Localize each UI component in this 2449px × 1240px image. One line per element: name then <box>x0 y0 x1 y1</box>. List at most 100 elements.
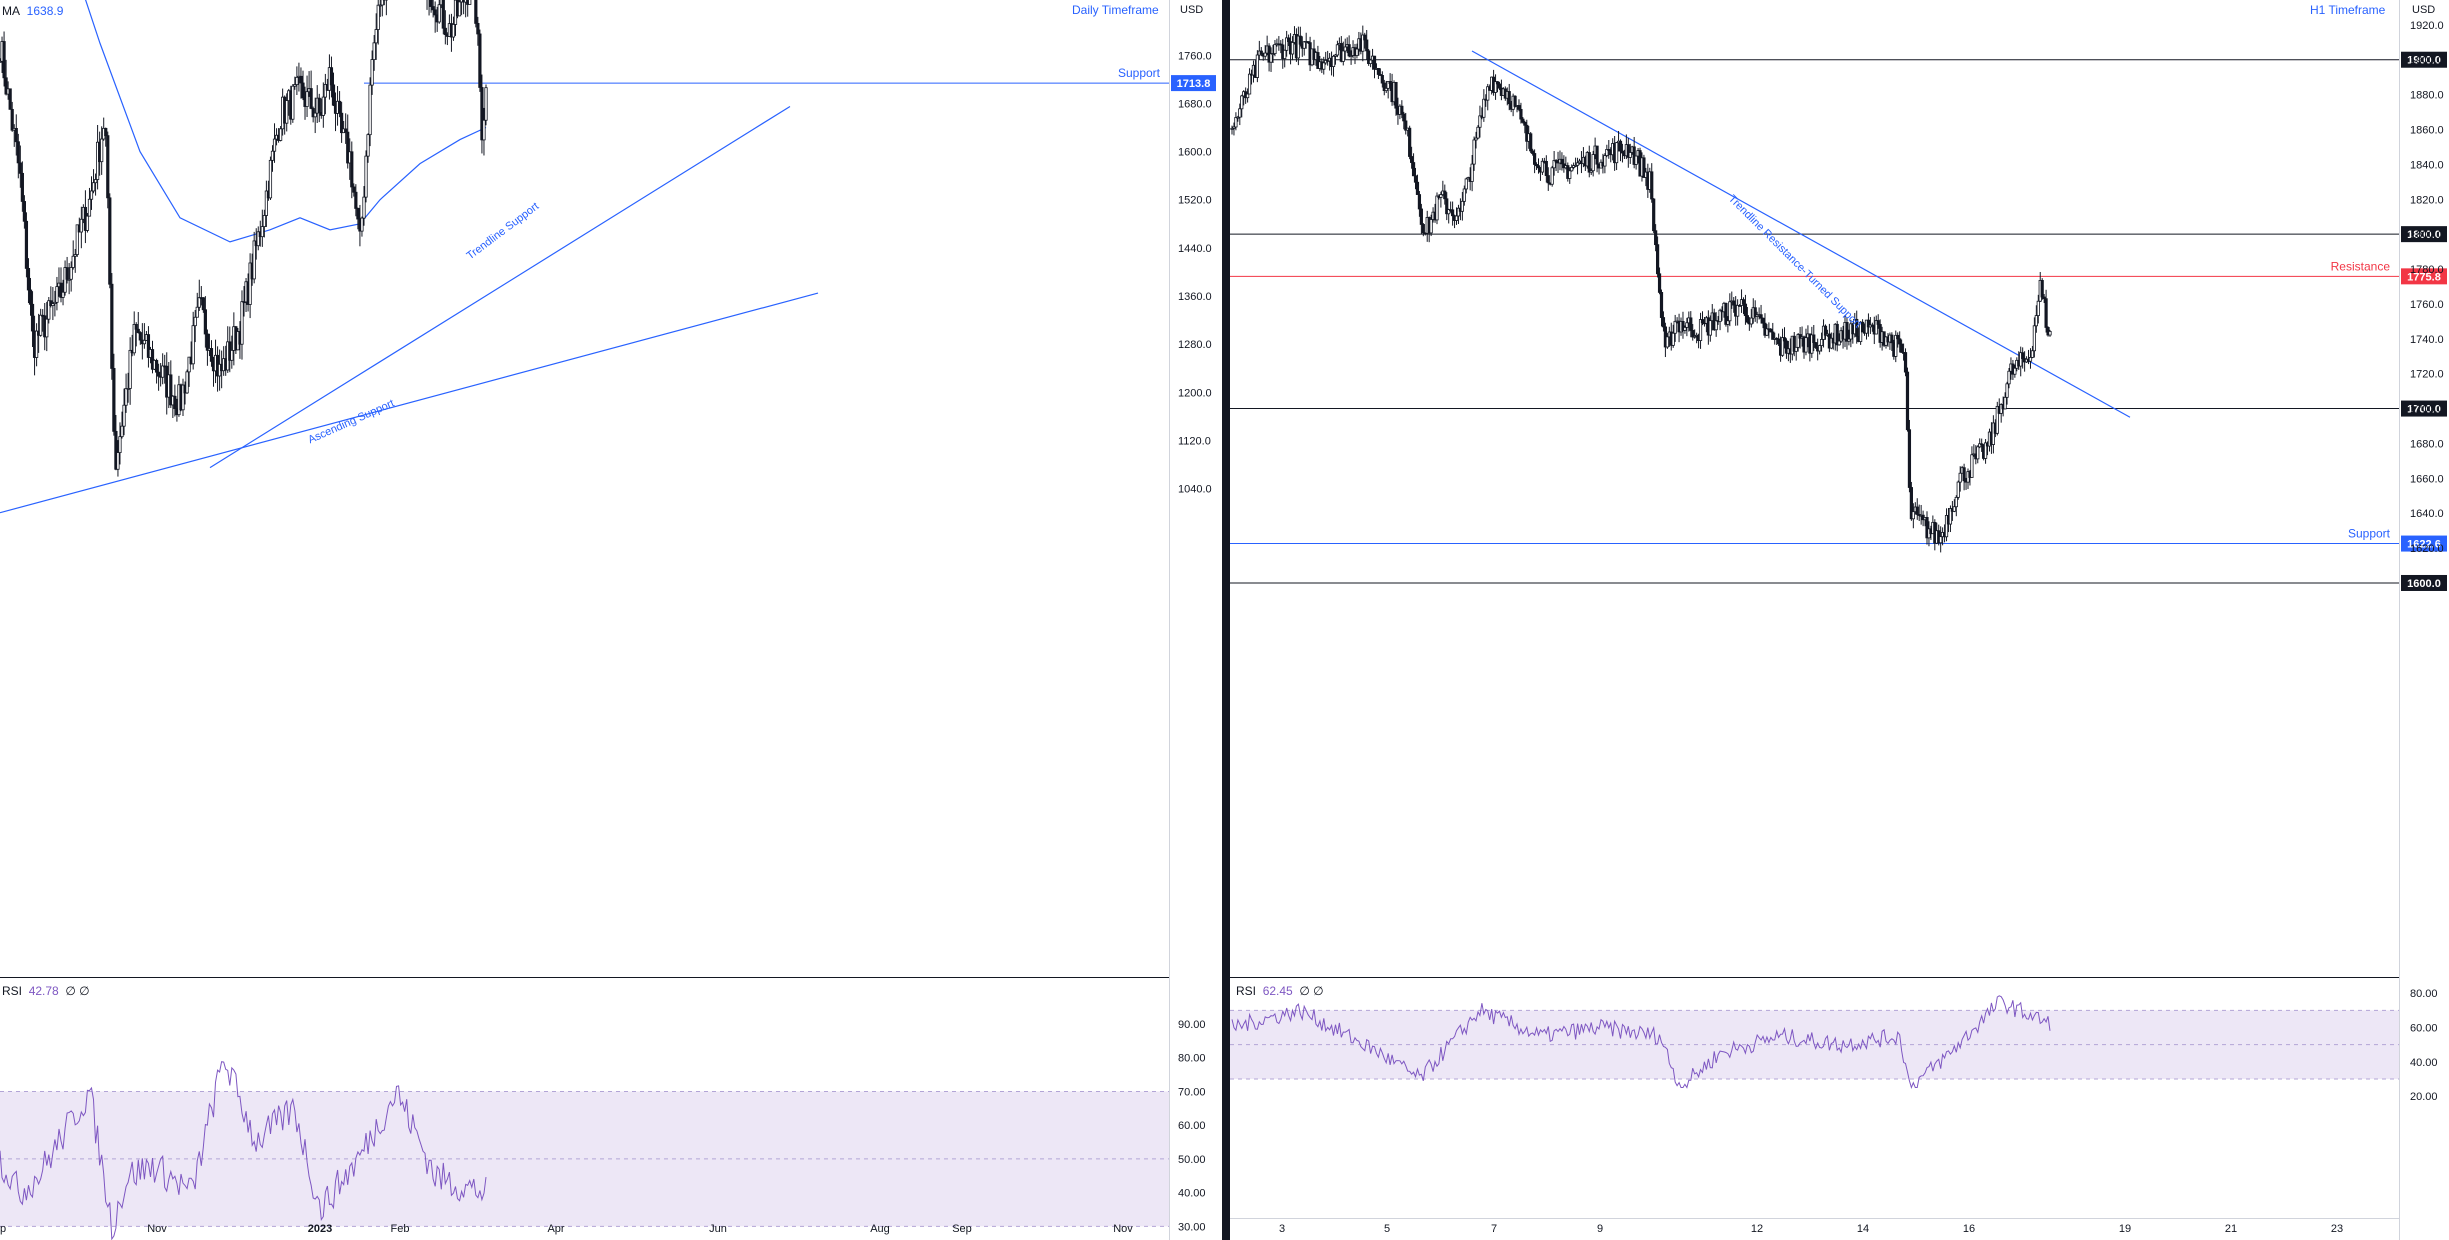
right-candle-body <box>1970 454 1974 478</box>
right-candle-body <box>1736 305 1740 317</box>
left-candle <box>173 384 177 417</box>
right-candle-body <box>1335 44 1340 56</box>
right-candle-body <box>1456 207 1461 217</box>
right-candle <box>1482 89 1486 122</box>
right-candle <box>1560 152 1564 171</box>
right-candle-body <box>1240 95 1244 110</box>
right-candle-body <box>1382 82 1386 92</box>
left-price-tick: 1360.0 <box>1178 291 1212 303</box>
left-candle <box>18 145 22 188</box>
right-candle <box>1911 503 1915 529</box>
left-candle <box>262 209 266 238</box>
left-candle-body <box>14 127 18 143</box>
left-rsi-tick: 80.00 <box>1178 1053 1206 1065</box>
right-candle-body <box>1493 81 1498 93</box>
left-candle-body <box>142 339 146 345</box>
right-candle <box>1896 332 1900 348</box>
left-rsi-legend[interactable]: RSI 42.78 ∅ ∅ <box>2 984 90 998</box>
right-candle-body <box>1909 487 1913 520</box>
left-candle <box>317 93 321 123</box>
left-candle <box>240 290 244 360</box>
right-candle <box>1909 481 1913 521</box>
left-candle <box>114 415 118 471</box>
left-candle <box>193 309 197 343</box>
right-candle <box>1642 154 1646 178</box>
right-candle <box>1382 79 1386 96</box>
right-candle-body <box>1991 422 1995 445</box>
left-candle <box>136 312 140 334</box>
right-candle <box>1743 294 1748 325</box>
right-candle-body <box>1255 54 1259 78</box>
right-candle-body <box>1365 39 1369 52</box>
right-candle-body <box>1388 81 1392 84</box>
right-candle <box>1903 348 1908 377</box>
right-candle-body <box>1443 190 1447 200</box>
left-candle <box>366 133 370 163</box>
left-rsi-tick: 40.00 <box>1178 1188 1206 1200</box>
right-candle-body <box>1874 320 1878 335</box>
right-candle <box>1460 192 1464 221</box>
right-candle-body <box>1495 81 1500 85</box>
left-candle-body <box>364 155 368 198</box>
left-trendline <box>0 292 819 514</box>
right-candle <box>1341 41 1345 66</box>
right-candle <box>1876 314 1880 329</box>
right-candle-body <box>1296 35 1300 59</box>
left-candle-body <box>71 255 75 268</box>
right-candle-body <box>1665 336 1669 348</box>
right-candle-body <box>1497 83 1502 89</box>
right-candle <box>1673 314 1677 342</box>
left-candle <box>8 88 12 110</box>
right-candle <box>2007 368 2011 389</box>
left-candle <box>344 113 348 144</box>
left-candle-body <box>240 301 244 345</box>
right-candle-body <box>1835 323 1839 346</box>
right-candle <box>2028 348 2033 369</box>
left-candle <box>91 169 96 194</box>
right-candle <box>1925 511 1929 545</box>
right-candle <box>1507 83 1511 111</box>
right-rsi-extra: ∅ ∅ <box>1299 984 1324 998</box>
left-candle <box>157 363 161 391</box>
right-candle <box>1870 322 1874 332</box>
left-candle <box>362 186 366 226</box>
left-candle-body <box>457 1 462 17</box>
right-candle <box>1976 445 1980 464</box>
left-candle-body <box>104 127 108 137</box>
right-candle-body <box>1361 34 1365 52</box>
right-candle <box>1818 344 1822 355</box>
right-candle <box>1759 304 1763 324</box>
right-candle-body <box>1470 163 1474 182</box>
left-candle-body <box>110 283 114 369</box>
left-candle <box>24 212 29 278</box>
left-candle <box>126 372 130 403</box>
left-candle-body <box>138 332 142 341</box>
right-candle-body <box>1290 42 1295 55</box>
left-candle <box>256 226 260 251</box>
right-candle <box>1269 47 1273 72</box>
left-candle-body <box>53 301 57 304</box>
right-level-tag-bg <box>2401 268 2447 285</box>
right-price-tick: 1680.0 <box>2410 438 2444 450</box>
right-rsi-legend[interactable]: RSI 62.45 ∅ ∅ <box>1236 984 1324 998</box>
right-candle <box>1587 145 1591 178</box>
left-ma-label: MA <box>2 4 20 18</box>
left-candle <box>474 0 478 28</box>
right-candle-body <box>1683 326 1687 331</box>
right-candle <box>1618 139 1623 162</box>
right-candle-body <box>1693 335 1697 338</box>
right-candle <box>1605 144 1609 158</box>
right-candle <box>1954 495 1958 517</box>
right-candle-body <box>1285 37 1289 51</box>
right-level-tag-bg <box>2401 574 2447 591</box>
left-candle <box>116 440 120 477</box>
right-candle-body <box>1620 150 1625 154</box>
left-time-label: p <box>0 1223 6 1235</box>
right-candle <box>1435 192 1439 225</box>
right-candle <box>1956 480 1960 500</box>
left-ma-legend[interactable]: MA 1638.9 <box>2 4 63 18</box>
right-candle-body <box>1546 175 1550 184</box>
right-candle <box>1700 311 1705 326</box>
left-candle <box>16 133 20 179</box>
left-candle-body <box>313 112 317 118</box>
